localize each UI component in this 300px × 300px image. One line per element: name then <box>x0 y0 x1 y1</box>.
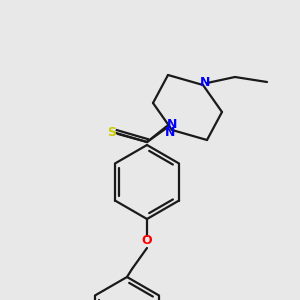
Text: N: N <box>165 125 175 139</box>
Text: S: S <box>107 125 116 139</box>
Text: N: N <box>167 118 177 130</box>
Text: N: N <box>200 76 210 89</box>
Text: O: O <box>142 235 152 248</box>
